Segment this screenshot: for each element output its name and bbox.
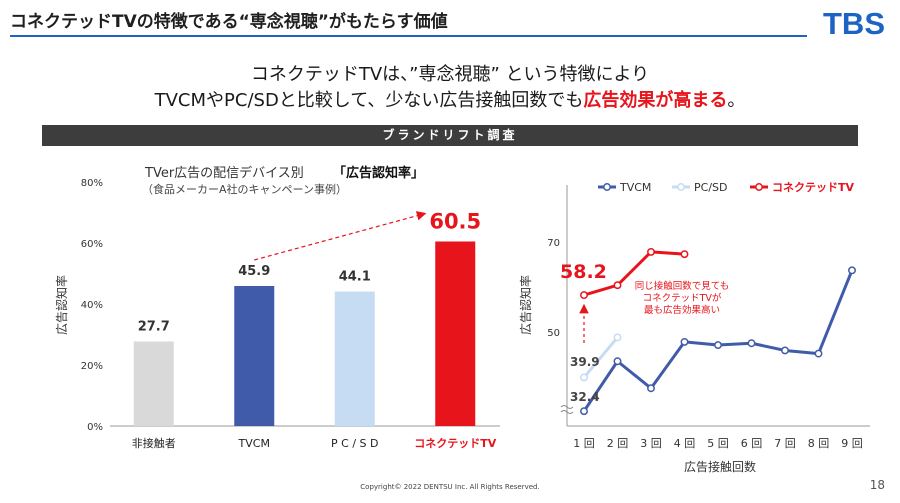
line-x-tick-label: 4 回: [674, 437, 696, 450]
line-annotation-text: 最も広告効果高い: [644, 304, 720, 316]
pcsd-first-value-label: 39.9: [570, 355, 600, 369]
bar-arrow-annotation: [254, 211, 427, 261]
series-point-1: [580, 407, 588, 416]
bar-category-label: TVCM: [238, 437, 270, 450]
bar-4: [435, 241, 476, 426]
series-point-2: [613, 333, 622, 342]
lead-emphasis: 広告効果が高まる: [583, 90, 728, 111]
series-point-1: [613, 357, 622, 366]
legend-label: コネクテッドTV: [772, 181, 855, 194]
bar-2: [234, 286, 275, 426]
bar-y-tick-label: 40%: [81, 300, 103, 311]
bar-3: [334, 291, 375, 426]
legend-label: TVCM: [619, 181, 651, 194]
bar-value-label: 45.9: [238, 264, 270, 279]
series-point-1: [781, 346, 789, 355]
page-number: 18: [869, 478, 885, 492]
lead-line-1: コネクテッドTVは、”専念視聴” という特徴により: [250, 64, 650, 85]
series-line-3: [583, 250, 685, 297]
line-x-axis-label: 広告接触回数: [684, 459, 756, 474]
series-point-1: [714, 341, 722, 349]
bar-y-tick-label: 20%: [81, 361, 103, 372]
line-x-tick-label: 6 回: [741, 437, 763, 450]
tvcm-first-value-label: 32.4: [570, 390, 600, 404]
series-point-1: [747, 339, 756, 348]
line-y-axis-label: 広告認知率: [518, 275, 533, 335]
series-line-2: [582, 336, 619, 379]
charts-area: TVer広告の配信デバイス別 「広告認知率」（食品メーカーA社のキャンペーン事例）…: [54, 165, 870, 474]
series-point-2: [580, 373, 588, 382]
bar-value-label: 60.5: [429, 209, 481, 233]
bar-y-tick-label: 60%: [81, 239, 103, 250]
line-annotation-text: コネクテッドTVが: [643, 292, 722, 304]
bar-category-label: P C / S D: [331, 437, 378, 450]
series-point-3: [647, 247, 655, 256]
bar-chart-subtitle: （食品メーカーA社のキャンペーン事例）: [142, 182, 347, 196]
line-y-tick-label: 50: [547, 328, 560, 339]
line-x-tick-label: 5 回: [707, 437, 729, 450]
line-x-tick-label: 9 回: [841, 437, 863, 450]
bar-value-label: 44.1: [339, 269, 371, 284]
legend-label: PC/SD: [694, 181, 727, 194]
line-annotation-text: 同じ接触回数で見ても: [635, 280, 730, 292]
line-x-tick-label: 2 回: [607, 437, 629, 450]
series-point-1: [680, 337, 689, 346]
ctv-first-value-label: 58.2: [560, 261, 607, 283]
page-title: コネクテッドTVの特徴である“専念視聴”がもたらす価値: [10, 12, 448, 32]
series-point-3: [613, 281, 622, 290]
line-y-tick-label: 70: [547, 238, 560, 249]
bar-category-label: 非接触者: [132, 436, 176, 450]
bar-chart-title-bold: 「広告認知率」: [333, 165, 424, 181]
series-point-1: [814, 349, 823, 358]
bar-1: [133, 341, 174, 426]
bar-category-label: コネクテッドTV: [414, 437, 497, 450]
lead-line-2: TVCMやPC/SDと比較して、少ない広告接触回数でも広告効果が高まる。: [0, 86, 900, 112]
bar-y-tick-label: 80%: [81, 178, 103, 189]
line-x-tick-label: 1 回: [573, 437, 595, 450]
section-banner: ブランドリフト調査: [42, 125, 858, 146]
lead-line-2-prefix: TVCMやPC/SDと比較して、少ない広告接触回数でも: [154, 90, 584, 111]
series-point-1: [848, 266, 856, 275]
line-x-tick-label: 7 回: [774, 437, 796, 450]
bar-value-label: 27.7: [138, 320, 170, 335]
tbs-logo-text: TBS: [823, 6, 885, 40]
bar-chart-title: TVer広告の配信デバイス別: [144, 165, 304, 181]
copyright-text: Copyright© 2022 DENTSU Inc. All Rights R…: [360, 483, 540, 491]
lead-line-2-suffix: 。: [727, 90, 746, 111]
series-point-1: [647, 384, 655, 393]
series-point-3: [580, 291, 588, 300]
tbs-logo: TBS: [823, 6, 885, 40]
bar-y-tick-label: 0%: [87, 422, 103, 433]
line-x-tick-label: 8 回: [808, 437, 830, 450]
line-x-tick-label: 3 回: [640, 437, 662, 450]
series-point-3: [680, 250, 689, 259]
legend-marker-2: [677, 183, 685, 191]
legend-marker-1: [603, 183, 611, 191]
legend-marker-3: [755, 183, 763, 191]
bar-y-axis-label: 広告認知率: [54, 275, 69, 335]
axis-break-mark: [560, 405, 574, 414]
title-rule: [10, 35, 807, 37]
